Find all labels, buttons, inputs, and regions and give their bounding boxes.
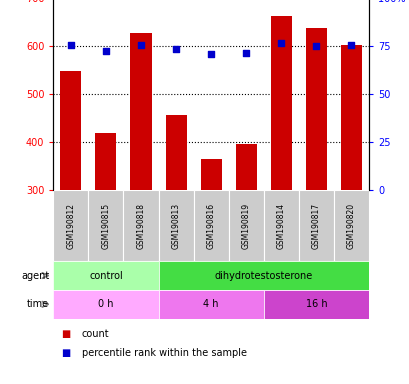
Text: time: time bbox=[27, 299, 49, 310]
Text: GSM190820: GSM190820 bbox=[346, 202, 355, 249]
Text: GSM190813: GSM190813 bbox=[171, 202, 180, 249]
Bar bbox=[53, 261, 158, 290]
Text: percentile rank within the sample: percentile rank within the sample bbox=[82, 348, 246, 358]
Text: dihydrotestosterone: dihydrotestosterone bbox=[214, 270, 312, 281]
Text: 0 h: 0 h bbox=[98, 299, 113, 310]
Bar bbox=[158, 190, 193, 261]
Text: GSM190815: GSM190815 bbox=[101, 202, 110, 249]
Text: 4 h: 4 h bbox=[203, 299, 218, 310]
Bar bbox=[333, 190, 368, 261]
Text: 16 h: 16 h bbox=[305, 299, 326, 310]
Text: ■: ■ bbox=[61, 329, 71, 339]
Text: agent: agent bbox=[21, 270, 49, 281]
Bar bbox=[53, 290, 158, 319]
Text: GSM190817: GSM190817 bbox=[311, 202, 320, 249]
Bar bbox=[228, 190, 263, 261]
Text: GSM190819: GSM190819 bbox=[241, 202, 250, 249]
Bar bbox=[158, 290, 263, 319]
Bar bbox=[123, 190, 158, 261]
Point bbox=[172, 46, 179, 52]
Bar bbox=[53, 190, 88, 261]
Bar bbox=[193, 190, 228, 261]
Bar bbox=[263, 190, 298, 261]
Text: GSM190814: GSM190814 bbox=[276, 202, 285, 249]
Point bbox=[137, 42, 144, 48]
Point bbox=[312, 43, 319, 49]
Bar bbox=[340, 45, 361, 190]
Text: GSM190818: GSM190818 bbox=[136, 203, 145, 248]
Point bbox=[207, 51, 214, 57]
Bar bbox=[165, 115, 186, 190]
Bar bbox=[235, 144, 256, 190]
Point bbox=[347, 42, 354, 48]
Text: GSM190816: GSM190816 bbox=[206, 202, 215, 249]
Text: count: count bbox=[82, 329, 109, 339]
Point bbox=[102, 48, 109, 54]
Bar bbox=[263, 290, 368, 319]
Bar bbox=[298, 190, 333, 261]
Text: GSM190812: GSM190812 bbox=[66, 203, 75, 248]
Point bbox=[277, 40, 284, 46]
Bar bbox=[305, 28, 326, 190]
Bar bbox=[88, 190, 123, 261]
Point bbox=[67, 42, 74, 48]
Text: ■: ■ bbox=[61, 348, 71, 358]
Bar bbox=[60, 71, 81, 190]
Bar bbox=[270, 16, 291, 190]
Bar bbox=[200, 159, 221, 190]
Bar bbox=[130, 33, 151, 190]
Point bbox=[243, 50, 249, 56]
Bar bbox=[158, 261, 368, 290]
Bar bbox=[95, 133, 116, 190]
Text: control: control bbox=[89, 270, 122, 281]
